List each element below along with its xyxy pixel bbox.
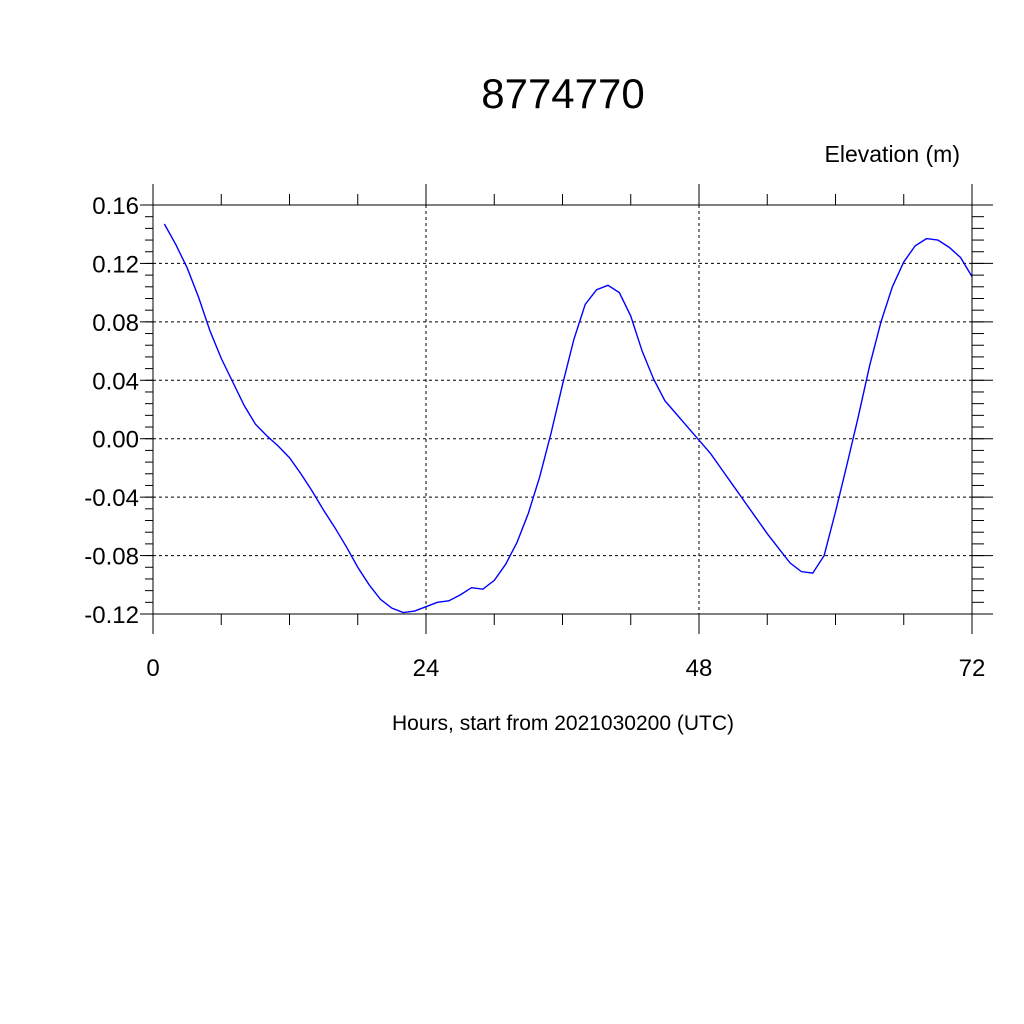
y-tick-label: 0.08 <box>92 310 139 337</box>
plot-frame <box>152 204 973 615</box>
y-tick-labels: -0.12 -0.08 -0.04 0.00 0.04 0.08 0.12 0.16 <box>84 193 139 629</box>
y-tick-label: 0.12 <box>92 251 139 278</box>
y-axis-label: Elevation (m) <box>825 141 960 167</box>
minor-ticks <box>145 194 984 625</box>
chart-title: 8774770 <box>481 70 645 117</box>
y-tick-label: 0.16 <box>92 193 139 220</box>
x-tick-label: 0 <box>146 655 159 682</box>
x-axis-label: Hours, start from 2021030200 (UTC) <box>392 712 734 735</box>
y-tick-label: -0.08 <box>84 544 139 571</box>
series-line <box>163 223 973 614</box>
x-tick-label: 72 <box>959 655 986 682</box>
y-tick-label: 0.00 <box>92 427 139 454</box>
x-tick-label: 24 <box>413 655 440 682</box>
major-ticks <box>140 184 993 634</box>
x-tick-labels: 0 24 48 72 <box>146 655 985 682</box>
y-tick-label: -0.12 <box>84 602 139 629</box>
grid-lines <box>153 204 972 615</box>
y-tick-label: -0.04 <box>84 485 139 512</box>
x-tick-label: 48 <box>686 655 713 682</box>
y-tick-label: 0.04 <box>92 368 139 395</box>
